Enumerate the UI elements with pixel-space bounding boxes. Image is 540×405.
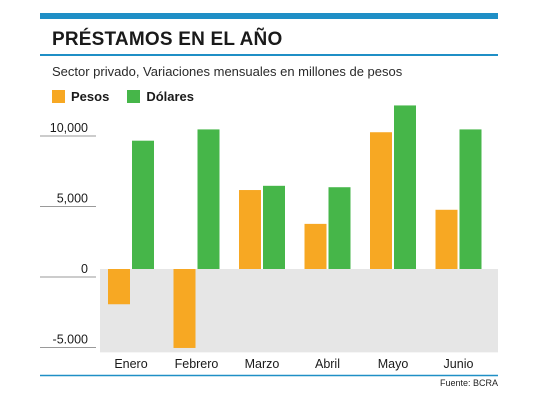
x-tick-label: Febrero <box>175 357 219 371</box>
bar-pesos <box>304 223 327 269</box>
negative-region <box>100 269 498 353</box>
bar-dolares <box>459 129 482 269</box>
source-note: Fuente: BCRA <box>439 378 498 388</box>
x-tick-label: Junio <box>444 357 474 371</box>
chart-legend: Pesos Dólares <box>52 88 212 104</box>
x-tick-label: Enero <box>114 357 147 371</box>
legend-swatch-dolares <box>127 89 141 103</box>
legend-item-pesos: Pesos <box>52 89 109 104</box>
bar-pesos <box>173 269 196 348</box>
x-tick-label: Marzo <box>245 357 280 371</box>
legend-swatch-pesos <box>52 89 65 103</box>
bar-dolares <box>394 105 416 269</box>
legend-label-dolares: Dólares <box>146 88 195 104</box>
x-tick-label: Mayo <box>378 357 409 371</box>
bar-dolares <box>132 140 154 269</box>
bar-pesos <box>239 190 261 269</box>
x-tick-label: Abril <box>315 357 340 371</box>
legend-item-dolares: Dólares <box>127 89 194 104</box>
chart-subtitle: Sector privado, Variaciones mensuales en… <box>52 64 403 79</box>
y-tick-label: -5.000 <box>53 333 88 347</box>
title-rule <box>40 54 498 56</box>
bar-dolares <box>197 129 220 269</box>
y-tick-label: 5,000 <box>57 192 88 206</box>
chart-title: PRÉSTAMOS EN EL AÑO <box>52 29 283 50</box>
header-rule <box>40 13 498 19</box>
bar-pesos <box>370 132 392 269</box>
bar-dolares <box>328 187 351 269</box>
bar-pesos <box>108 269 130 305</box>
bar-dolares <box>263 185 285 269</box>
bar-pesos <box>435 209 458 269</box>
y-tick-label: 10,000 <box>50 121 88 135</box>
legend-label-pesos: Pesos <box>71 88 110 104</box>
y-tick-label: 0 <box>81 262 88 276</box>
